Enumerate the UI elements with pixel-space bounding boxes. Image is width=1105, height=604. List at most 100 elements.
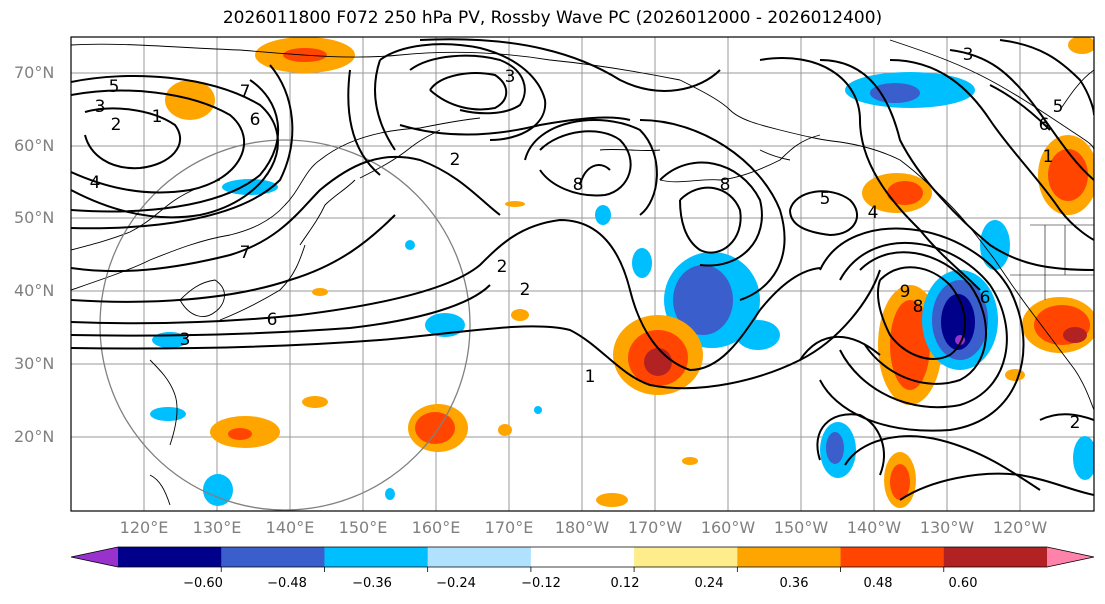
reference-circle bbox=[99, 139, 471, 511]
contour-label: 6 bbox=[250, 110, 261, 130]
contour-label: 3 bbox=[505, 67, 516, 87]
anomaly-negative bbox=[222, 179, 278, 195]
colorbar-segment bbox=[840, 547, 945, 567]
lon-label: 120°E bbox=[119, 518, 169, 537]
colorbar-segment bbox=[530, 547, 635, 567]
anomaly-negative bbox=[595, 205, 611, 225]
colorbar-segment bbox=[427, 547, 532, 567]
colorbar-tick-label: 0.12 bbox=[610, 576, 640, 591]
contour-label: 5 bbox=[109, 77, 120, 97]
contour-label: 3 bbox=[963, 45, 974, 65]
anomaly-positive bbox=[302, 396, 328, 408]
anomaly-negative bbox=[385, 488, 395, 500]
colorbar-extend-max bbox=[1047, 547, 1094, 567]
anomaly-positive bbox=[312, 288, 328, 296]
colorbar-outline bbox=[70, 546, 1095, 568]
anomaly-negative bbox=[534, 406, 542, 414]
anomaly-positive bbox=[890, 300, 930, 390]
anomaly-positive bbox=[596, 493, 628, 507]
anomaly-positive bbox=[887, 181, 923, 205]
anomaly-positive bbox=[1048, 149, 1088, 201]
lon-label: 130°W bbox=[919, 518, 975, 537]
lon-label: 180°W bbox=[554, 518, 610, 537]
contour-label: 2 bbox=[520, 280, 531, 300]
contour-label: 2 bbox=[1070, 413, 1081, 433]
coastlines bbox=[71, 39, 1094, 506]
anomaly-positive bbox=[228, 428, 252, 440]
anomaly-positive bbox=[511, 309, 529, 321]
lon-label: 160°W bbox=[700, 518, 756, 537]
lon-label: 130°E bbox=[192, 518, 242, 537]
anomaly-positive bbox=[1063, 327, 1087, 343]
contour-label: 5 bbox=[1053, 97, 1064, 117]
lat-label: 70°N bbox=[14, 63, 55, 82]
lat-label: 20°N bbox=[14, 427, 55, 446]
contour-label: 9 bbox=[900, 282, 911, 302]
anomaly-negative bbox=[980, 220, 1010, 270]
anomaly-positive bbox=[415, 412, 455, 444]
colorbar-tick-label: −0.12 bbox=[521, 576, 561, 591]
anomaly-positive bbox=[682, 457, 698, 465]
colorbar-segment bbox=[737, 547, 842, 567]
contour-label: 2 bbox=[497, 257, 508, 277]
anomaly-negative bbox=[673, 265, 733, 335]
contour-label: 2 bbox=[111, 115, 122, 135]
contour-label: 7 bbox=[240, 82, 251, 102]
contour-label: 3 bbox=[95, 97, 106, 117]
colorbar-segment bbox=[634, 547, 738, 567]
colorbar-tick-label: −0.24 bbox=[436, 576, 476, 591]
lon-label: 150°E bbox=[338, 518, 388, 537]
lat-label: 60°N bbox=[14, 136, 55, 155]
lon-label: 140°W bbox=[846, 518, 902, 537]
anomaly-negative bbox=[405, 240, 415, 250]
colorbar-segment bbox=[324, 547, 429, 567]
pv-contours bbox=[71, 38, 1094, 501]
anomaly-negative bbox=[632, 248, 652, 278]
anomaly-negative bbox=[870, 83, 920, 103]
contour-label: 8 bbox=[573, 175, 584, 195]
colorbar-segment bbox=[118, 547, 222, 567]
anomaly-negative bbox=[203, 474, 233, 506]
colorbar-tick-label: 0.48 bbox=[863, 576, 893, 591]
anomaly-negative bbox=[1073, 436, 1094, 480]
anomaly-positive bbox=[498, 424, 512, 436]
anomaly-positive bbox=[890, 464, 910, 500]
colorbar-tick-label: −0.36 bbox=[352, 576, 392, 591]
lat-label: 40°N bbox=[14, 281, 55, 300]
map-border bbox=[70, 36, 1095, 512]
anomaly-shading bbox=[150, 37, 1094, 508]
lat-label: 30°N bbox=[14, 354, 55, 373]
anomaly-positive bbox=[644, 348, 672, 376]
colorbar-tick-label: 0.60 bbox=[948, 576, 978, 591]
contour-label: 1 bbox=[585, 367, 596, 387]
contour-label: 1 bbox=[1043, 147, 1054, 167]
lon-label: 170°E bbox=[484, 518, 534, 537]
lat-label: 50°N bbox=[14, 208, 55, 227]
lon-label: 140°E bbox=[265, 518, 315, 537]
colorbar-tick-label: −0.60 bbox=[183, 576, 223, 591]
contour-label: 6 bbox=[267, 310, 278, 330]
colorbar-tick-label: −0.48 bbox=[267, 576, 307, 591]
lon-label: 170°W bbox=[627, 518, 683, 537]
contour-label: 8 bbox=[720, 175, 731, 195]
contour-label: 7 bbox=[240, 243, 251, 263]
anomaly-negative bbox=[425, 313, 465, 337]
colorbar-extend-min bbox=[71, 547, 118, 567]
contour-label: 5 bbox=[820, 189, 831, 209]
colorbar-segment bbox=[221, 547, 325, 567]
anomaly-positive bbox=[1005, 369, 1025, 381]
contour-label: 6 bbox=[1039, 115, 1050, 135]
contour-label: 8 bbox=[913, 297, 924, 317]
colorbar-segment bbox=[943, 547, 1048, 567]
anomaly-negative bbox=[1068, 37, 1094, 54]
state-borders bbox=[1010, 224, 1094, 300]
contour-label: 4 bbox=[90, 173, 101, 193]
anomaly-positive bbox=[505, 201, 525, 207]
lon-label: 160°E bbox=[411, 518, 461, 537]
contour-label: 6 bbox=[980, 288, 991, 308]
contour-label: 1 bbox=[152, 107, 163, 127]
lon-label: 120°W bbox=[992, 518, 1048, 537]
contour-label: 2 bbox=[450, 150, 461, 170]
anomaly-negative bbox=[941, 294, 975, 350]
